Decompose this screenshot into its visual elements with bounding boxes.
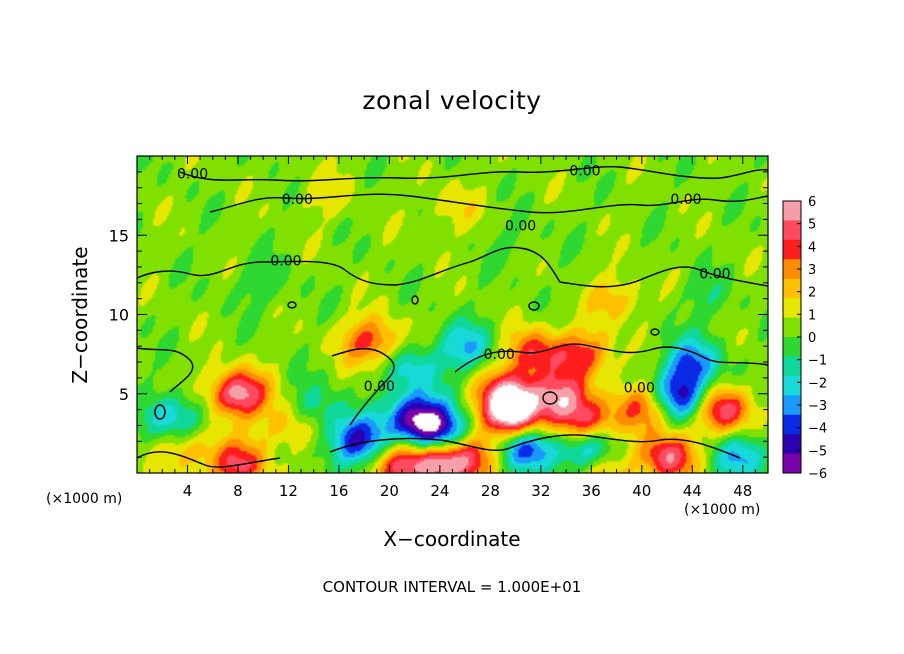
colorbar-swatch [783, 395, 801, 416]
x-axis-label: X−coordinate [383, 527, 521, 551]
y-tick-label: 15 [109, 226, 129, 245]
chart-title: zonal velocity [362, 86, 542, 115]
x-tick-label: 12 [279, 482, 298, 500]
contour-label: 0.00 [364, 379, 395, 395]
contour-loop [287, 301, 297, 309]
colorbar: 6 5 4 3 2 1 0 −1 −2 −3 −4 −5 −6 [782, 195, 827, 482]
colorbar-tick-label: −5 [808, 444, 827, 459]
colorbar-swatch [783, 239, 801, 260]
contour-label: 0.00 [270, 254, 301, 270]
colorbar-swatch [783, 278, 801, 299]
colorbar-swatch [783, 201, 801, 221]
colorbar-tick-label: 0 [808, 331, 816, 346]
colorbar-tick-label: 6 [808, 195, 816, 210]
x-tick-label: 4 [183, 482, 193, 500]
colorbar-swatch [783, 375, 801, 396]
x-tick-label: 32 [531, 482, 550, 500]
colorbar-tick-label: 5 [808, 218, 816, 233]
x-tick-label: 24 [430, 482, 449, 500]
colorbar-tick-label: −6 [808, 467, 827, 482]
colorbar-swatch [783, 453, 801, 474]
contour-loop [650, 328, 660, 336]
x-tick-label: 48 [733, 482, 752, 500]
contour-loop [528, 301, 540, 311]
colorbar-swatch [783, 414, 801, 435]
contour-label: 0.00 [505, 219, 536, 235]
contour-loop [411, 295, 419, 305]
y-axis-label: Z−coordinate [68, 246, 92, 384]
contour-line-lower [137, 343, 768, 426]
colorbar-swatch [783, 337, 801, 357]
colorbar-tick-label: 3 [808, 263, 816, 278]
contour-label: 0.00 [699, 266, 730, 282]
colorbar-swatch [783, 220, 801, 241]
y-tick-label: 5 [119, 385, 129, 404]
contour-label: 0.00 [177, 166, 208, 182]
x-tick-label: 16 [329, 482, 348, 500]
contour-line-upper-2 [209, 193, 768, 214]
contour-line-upper [179, 166, 768, 182]
contour-label: 0.00 [624, 380, 655, 396]
colorbar-tick-label: −2 [808, 376, 827, 391]
colorbar-swatch [783, 259, 801, 280]
contour-line-mid [137, 246, 768, 288]
contour-label: 0.00 [484, 347, 515, 363]
contour-interval-note: CONTOUR INTERVAL = 1.000E+01 [322, 578, 582, 596]
contour-labels: 0.00 0.00 0.00 0.00 0.00 0.00 0.00 0.00 0.00 0.00 [177, 163, 731, 396]
colorbar-swatch [783, 434, 801, 455]
colorbar-tick-label: 1 [808, 308, 816, 323]
contour-label: 0.00 [569, 163, 600, 179]
contour-loop [542, 391, 558, 405]
contour-label: 0.00 [670, 192, 701, 208]
x-tick-label: 40 [632, 482, 651, 500]
colorbar-swatch [783, 298, 801, 319]
x-tick-label: 20 [380, 482, 399, 500]
colorbar-swatch [783, 356, 801, 377]
colorbar-swatch [783, 317, 801, 338]
x-tick-label: 8 [233, 482, 243, 500]
x-tick-label: 36 [582, 482, 601, 500]
x-unit-label-right: (×1000 m) [684, 502, 761, 518]
y-tick-label: 10 [109, 306, 129, 325]
contour-label: 0.00 [282, 192, 313, 208]
x-axis-ticks: 4 8 12 16 20 24 28 32 36 40 44 48 [149, 156, 756, 500]
x-unit-label-left: (×1000 m) [46, 491, 123, 507]
colorbar-tick-label: −1 [808, 354, 827, 369]
contour-lines [137, 166, 768, 468]
colorbar-tick-label: −4 [808, 422, 827, 437]
heatmap-field [137, 156, 768, 473]
contour-line-near-ground [137, 434, 741, 468]
colorbar-tick-label: 2 [808, 286, 816, 301]
contour-loop [154, 404, 166, 420]
colorbar-tick-label: 4 [808, 240, 816, 255]
y-axis-ticks: 5 10 15 [109, 171, 768, 458]
x-tick-label: 44 [683, 482, 702, 500]
colorbar-tick-label: −3 [808, 399, 827, 414]
x-tick-label: 28 [481, 482, 500, 500]
